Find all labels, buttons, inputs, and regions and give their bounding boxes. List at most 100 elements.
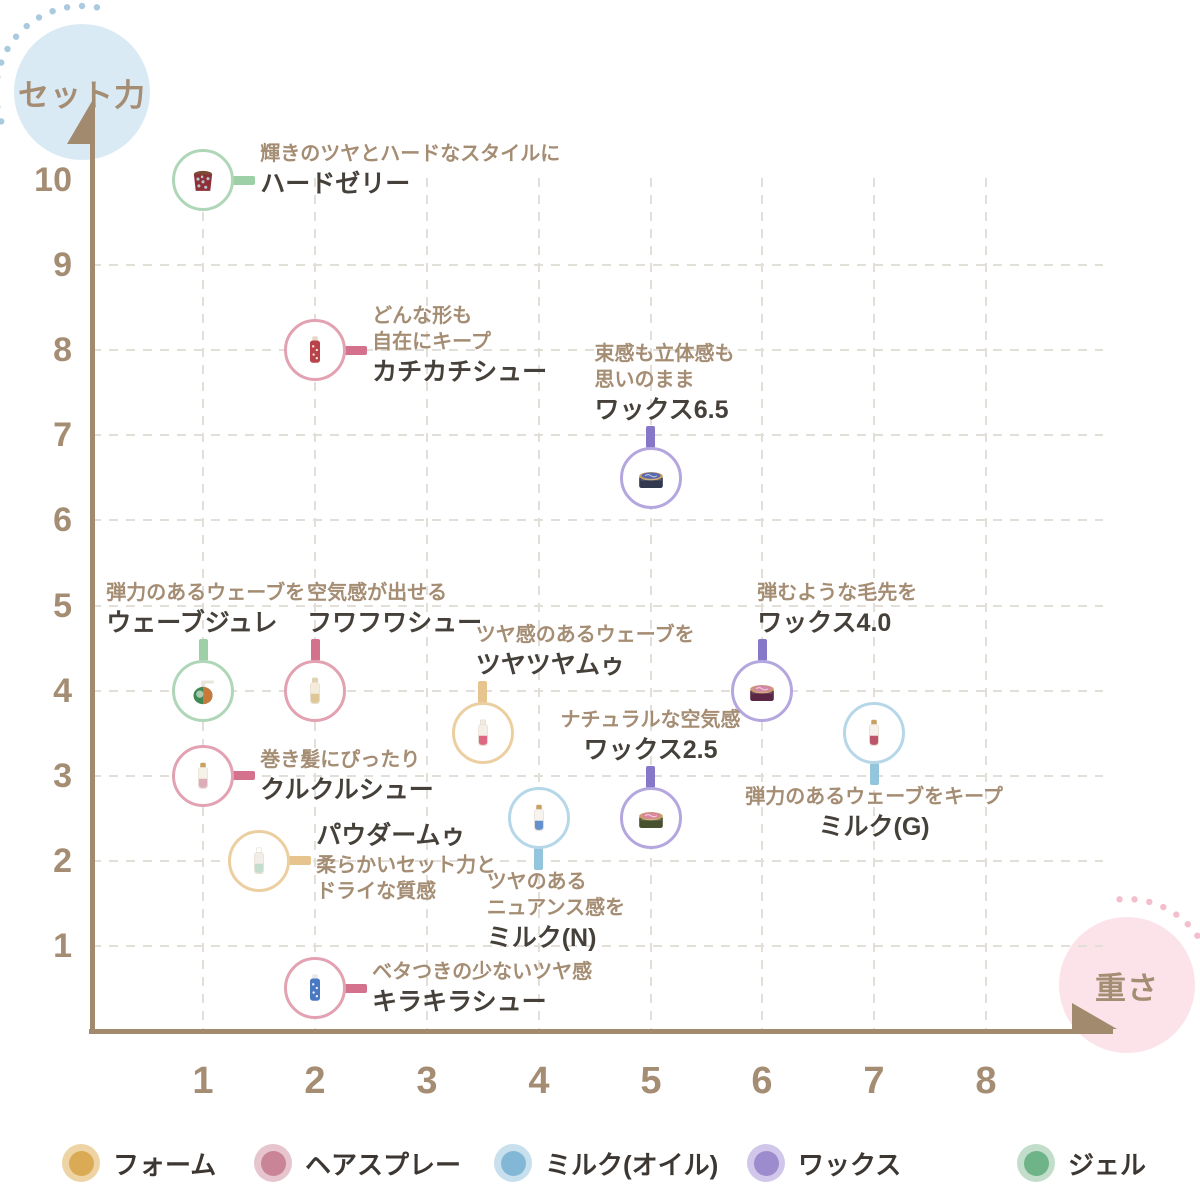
product-image <box>750 684 775 701</box>
product-name: ワックス6.5 <box>594 395 729 424</box>
h-gridline <box>92 860 1103 862</box>
h-gridline <box>92 945 1103 947</box>
product-point-milk[interactable] <box>843 702 906 765</box>
product-image <box>254 847 265 874</box>
connector-line <box>341 983 368 993</box>
v-gridline <box>873 178 875 1031</box>
product-label: 輝きのツヤとハードなスタイルに ハードゼリー <box>260 141 560 199</box>
product-label: 弾力のあるウェーブを ウェーブジュレ <box>106 580 305 638</box>
product-point-spray[interactable] <box>284 957 347 1020</box>
legend-dot-icon <box>62 1144 100 1182</box>
y-axis-label: セット力 <box>18 77 146 113</box>
connector-line <box>341 345 368 355</box>
product-description: 空気感が出せる <box>307 581 448 604</box>
connector-line <box>285 856 312 866</box>
x-axis-label: 重さ <box>1095 970 1159 1006</box>
legend-dot-icon <box>494 1144 532 1182</box>
legend-label: ワックス <box>798 1149 902 1180</box>
connector-line <box>646 766 655 789</box>
legend-item-foam: フォーム <box>62 1144 216 1182</box>
h-gridline <box>92 349 1103 351</box>
v-gridline <box>426 178 428 1031</box>
product-point-spray[interactable] <box>172 744 235 807</box>
product-name: ミルク(G) <box>818 813 930 842</box>
product-point-milk[interactable] <box>507 787 570 850</box>
product-point-wax[interactable] <box>619 446 682 509</box>
product-label: 弾むような毛先を ワックス4.0 <box>757 580 917 638</box>
x-tick-label: 6 <box>751 1060 773 1102</box>
v-gridline <box>314 178 316 1031</box>
product-label: どんな形も 自在にキープカチカチシュー <box>372 303 547 387</box>
product-description: 束感も立体感も 思いのまま <box>594 342 735 391</box>
v-gridline <box>202 178 204 1031</box>
x-tick-label: 1 <box>192 1060 214 1102</box>
product-name: ワックス4.0 <box>757 608 892 637</box>
product-name: ウェーブジュレ <box>106 608 278 637</box>
h-gridline <box>92 264 1103 266</box>
product-image <box>477 719 488 747</box>
y-tick-label: 5 <box>53 587 72 625</box>
connector-line <box>229 175 256 185</box>
y-tick-label: 1 <box>53 927 72 965</box>
product-point-wax[interactable] <box>731 659 794 722</box>
product-label: ツヤのある ニュアンス感を ミルク(N) <box>487 869 625 953</box>
product-image <box>533 804 544 832</box>
connector-line <box>757 638 767 661</box>
product-image <box>310 336 321 363</box>
product-description: 柔らかいセット力と ドライな質感 <box>316 854 497 903</box>
x-tick-label: 8 <box>975 1060 997 1102</box>
x-tick-label: 3 <box>416 1060 438 1102</box>
product-name: クルクルシュー <box>260 775 434 804</box>
y-tick-label: 2 <box>53 842 72 880</box>
product-point-spray[interactable] <box>284 319 347 382</box>
product-name: ワックス2.5 <box>583 736 718 765</box>
product-label: 巻き髪にぴったり クルクルシュー <box>260 747 434 805</box>
y-tick-label: 4 <box>53 672 72 710</box>
x-tick-label: 2 <box>304 1060 326 1102</box>
h-gridline <box>92 434 1103 436</box>
v-gridline <box>650 178 652 1031</box>
x-tick-label: 4 <box>528 1060 550 1102</box>
product-name: ツヤツヤムゥ <box>475 651 626 680</box>
product-label: ベタつきの少ないツヤ感キラキラシュー <box>372 959 592 1017</box>
product-label: 束感も立体感も 思いのままワックス6.5 <box>595 341 735 425</box>
legend-dot-icon <box>254 1144 292 1182</box>
h-gridline <box>92 690 1103 692</box>
product-point-foam[interactable] <box>451 702 514 765</box>
connector-line <box>646 425 655 448</box>
product-description: ツヤ感のあるウェーブを <box>475 624 695 647</box>
product-name: パウダームゥ <box>316 821 466 850</box>
h-gridline <box>92 519 1103 521</box>
legend-dot-icon <box>747 1144 785 1182</box>
product-image <box>638 471 663 488</box>
y-tick-label: 9 <box>53 246 72 284</box>
product-point-foam[interactable] <box>228 829 291 892</box>
x-tick-label: 7 <box>863 1060 885 1102</box>
product-name: カチカチシュー <box>372 358 548 387</box>
x-axis-line <box>89 1029 1113 1034</box>
product-image <box>869 719 879 747</box>
h-gridline <box>92 605 1103 607</box>
legend-item-spray: ヘアスプレー <box>254 1144 461 1182</box>
product-point-spray[interactable] <box>284 659 347 722</box>
v-gridline <box>761 178 763 1031</box>
product-label: ナチュラルな空気感ワックス2.5 <box>561 707 741 765</box>
legend-item-milk: ミルク(オイル) <box>494 1144 718 1182</box>
product-image <box>310 974 321 1002</box>
y-tick-label: 10 <box>34 161 72 199</box>
product-point-wax[interactable] <box>619 787 682 850</box>
product-description: ベタつきの少ないツヤ感 <box>372 961 593 984</box>
product-name: キラキラシュー <box>372 988 547 1017</box>
product-point-gel[interactable] <box>172 659 235 722</box>
product-description: ナチュラルな空気感 <box>560 709 741 732</box>
legend-item-wax: ワックス <box>747 1144 901 1182</box>
product-label: パウダームゥ柔らかいセット力と ドライな質感 <box>316 821 496 904</box>
product-description: どんな形も 自在にキープ <box>372 305 491 354</box>
y-tick-label: 7 <box>53 416 72 454</box>
product-point-gel[interactable] <box>172 149 235 211</box>
connector-line <box>229 771 256 781</box>
product-name: ミルク(N) <box>486 924 597 953</box>
product-name: フワフワシュー <box>307 608 483 637</box>
y-tick-label: 3 <box>53 757 72 795</box>
legend-label: ジェル <box>1068 1149 1147 1180</box>
